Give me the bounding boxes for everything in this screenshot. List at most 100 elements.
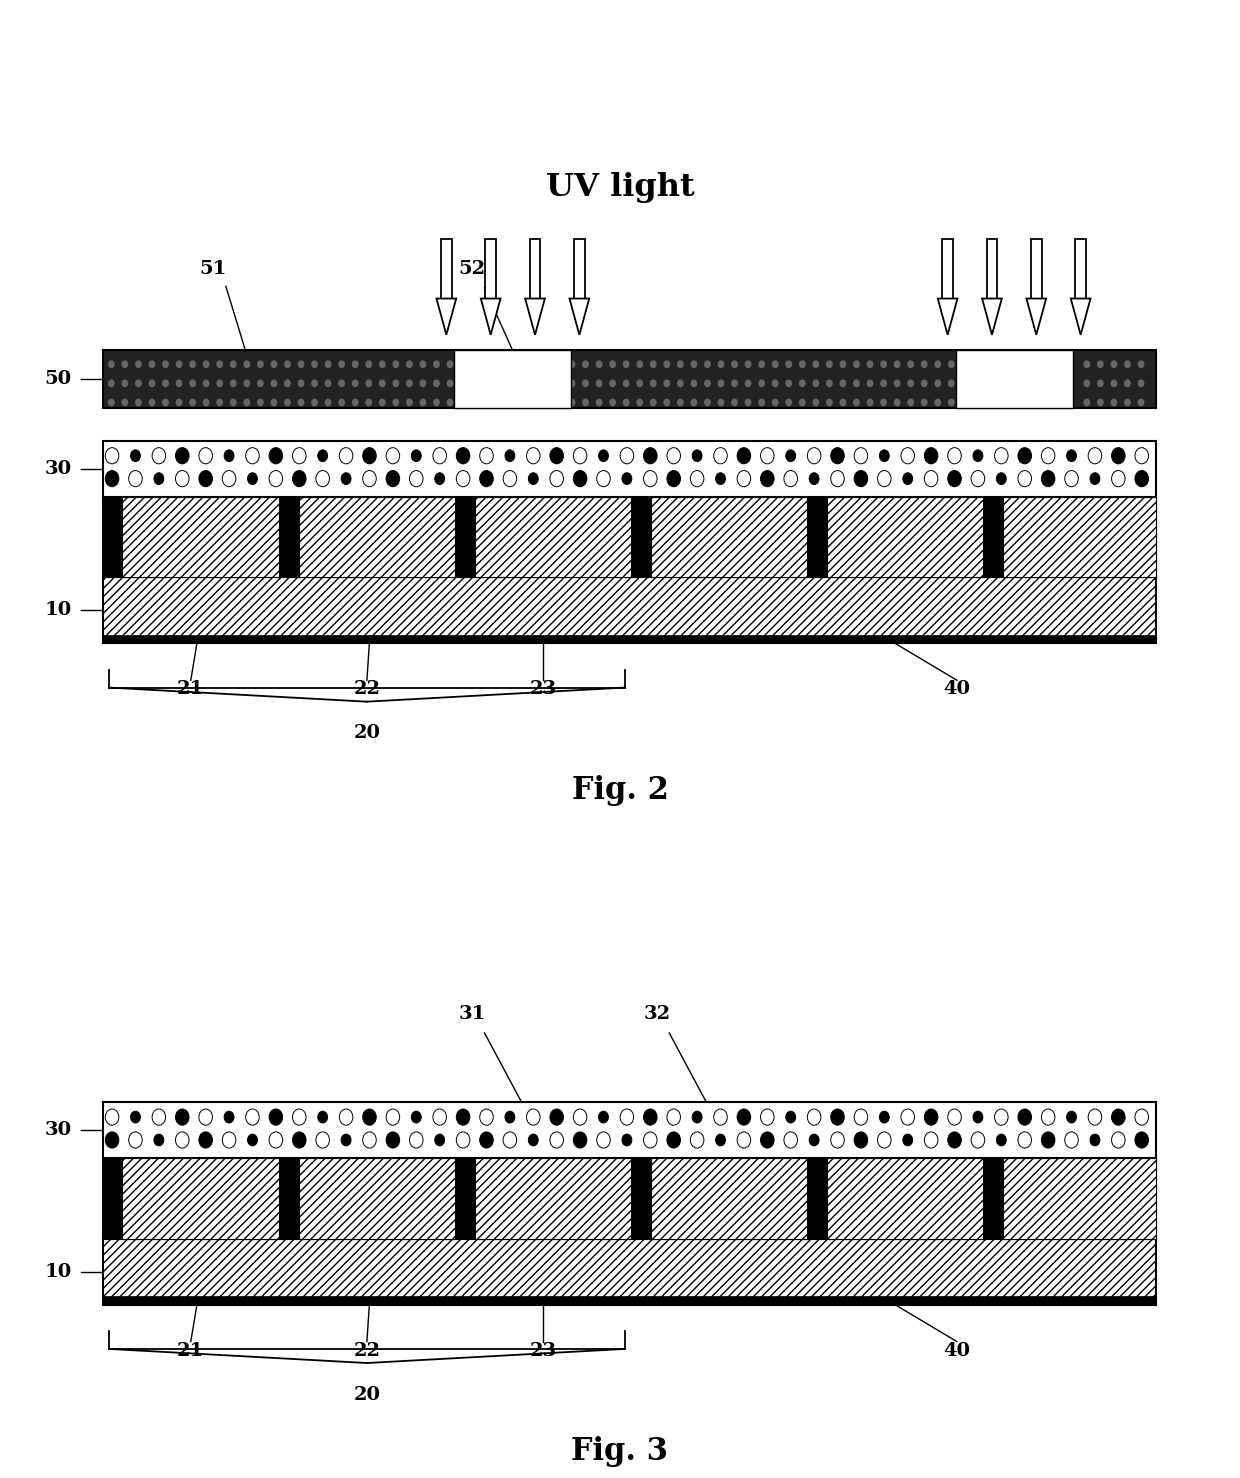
Circle shape [366, 399, 372, 405]
Circle shape [285, 380, 290, 387]
Bar [103, 497, 123, 578]
Circle shape [123, 380, 128, 387]
Circle shape [244, 361, 249, 368]
Bar [103, 636, 1156, 643]
Circle shape [379, 380, 384, 387]
Circle shape [325, 380, 331, 387]
Circle shape [386, 448, 399, 464]
Text: 21: 21 [177, 680, 205, 698]
Circle shape [1097, 361, 1104, 368]
Circle shape [293, 1132, 306, 1148]
Circle shape [386, 1108, 399, 1125]
Circle shape [231, 399, 236, 405]
Text: 31: 31 [459, 1005, 486, 1023]
Bar [455, 1157, 475, 1239]
Circle shape [786, 380, 791, 387]
Circle shape [246, 1108, 259, 1125]
Circle shape [293, 1108, 306, 1125]
Circle shape [352, 361, 358, 368]
Circle shape [854, 470, 868, 486]
Bar [651, 497, 807, 578]
Circle shape [620, 1108, 634, 1125]
Circle shape [704, 361, 711, 368]
Bar [103, 1296, 1156, 1305]
Circle shape [1042, 448, 1055, 464]
Bar [485, 239, 496, 299]
Circle shape [272, 399, 277, 405]
Circle shape [503, 1132, 517, 1148]
Circle shape [130, 1111, 140, 1123]
Polygon shape [1071, 299, 1090, 336]
Circle shape [363, 470, 376, 486]
Circle shape [745, 399, 750, 405]
Circle shape [366, 380, 372, 387]
Circle shape [154, 473, 164, 485]
Circle shape [149, 399, 155, 405]
Circle shape [599, 1111, 609, 1123]
Circle shape [813, 361, 818, 368]
Circle shape [153, 1108, 166, 1125]
Circle shape [878, 1132, 892, 1148]
Circle shape [549, 470, 563, 486]
Circle shape [527, 1108, 541, 1125]
Circle shape [244, 380, 249, 387]
Bar [103, 1103, 1156, 1157]
Circle shape [949, 399, 954, 405]
Circle shape [665, 399, 670, 405]
Circle shape [407, 399, 412, 405]
Bar [987, 239, 997, 299]
Bar [103, 497, 1156, 578]
Text: 10: 10 [45, 1262, 72, 1281]
Circle shape [176, 399, 182, 405]
Bar [983, 497, 1003, 578]
Bar [827, 1157, 983, 1239]
Circle shape [1084, 361, 1090, 368]
Circle shape [691, 361, 697, 368]
Circle shape [704, 399, 711, 405]
Circle shape [198, 1108, 212, 1125]
Bar [827, 497, 983, 578]
Circle shape [217, 399, 222, 405]
Circle shape [691, 380, 697, 387]
Circle shape [841, 361, 846, 368]
Circle shape [1066, 449, 1076, 461]
Circle shape [947, 470, 961, 486]
Circle shape [644, 470, 657, 486]
Circle shape [448, 399, 453, 405]
Circle shape [409, 1132, 423, 1148]
Circle shape [341, 473, 351, 485]
Circle shape [269, 1132, 283, 1148]
Bar [651, 1157, 807, 1239]
Bar [475, 497, 631, 578]
Circle shape [503, 470, 517, 486]
Bar [123, 1157, 279, 1239]
Circle shape [569, 399, 574, 405]
Circle shape [135, 380, 141, 387]
Polygon shape [569, 299, 589, 336]
Circle shape [773, 399, 777, 405]
Circle shape [994, 448, 1008, 464]
Circle shape [644, 1108, 657, 1125]
Bar [807, 497, 827, 578]
Circle shape [786, 449, 796, 461]
Circle shape [190, 380, 196, 387]
Circle shape [622, 1134, 632, 1145]
Bar [441, 239, 451, 299]
Circle shape [800, 361, 805, 368]
Text: 52: 52 [459, 260, 486, 278]
Circle shape [908, 380, 914, 387]
Circle shape [610, 361, 615, 368]
Circle shape [203, 361, 208, 368]
Circle shape [786, 399, 791, 405]
Circle shape [198, 1132, 212, 1148]
Circle shape [222, 470, 236, 486]
Circle shape [935, 399, 940, 405]
Circle shape [935, 380, 940, 387]
Circle shape [651, 361, 656, 368]
Bar [475, 1157, 631, 1239]
Bar [1003, 497, 1156, 578]
Circle shape [407, 380, 412, 387]
Circle shape [971, 1132, 985, 1148]
Circle shape [176, 448, 188, 464]
Circle shape [1138, 361, 1143, 368]
